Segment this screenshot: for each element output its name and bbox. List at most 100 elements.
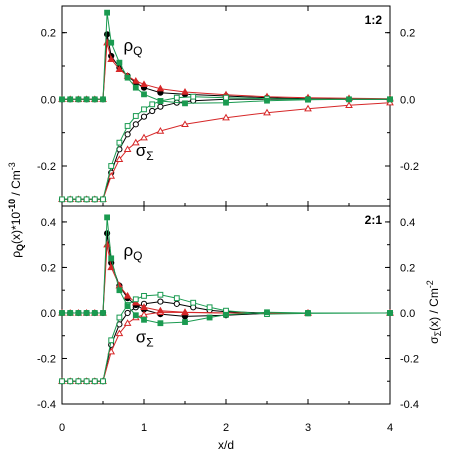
data-point bbox=[132, 296, 139, 303]
data-point bbox=[206, 314, 213, 321]
data-point bbox=[116, 139, 123, 146]
data-point bbox=[149, 101, 156, 108]
data-point bbox=[157, 103, 164, 110]
data-point bbox=[149, 107, 156, 115]
data-point bbox=[141, 106, 147, 113]
data-point bbox=[123, 145, 132, 153]
data-point bbox=[75, 310, 82, 316]
y2-axis-title-tail-sup: -2 bbox=[425, 280, 435, 288]
data-point bbox=[100, 196, 106, 203]
annotation: ρQ bbox=[124, 36, 143, 58]
data-point bbox=[107, 171, 116, 179]
data-point bbox=[115, 155, 124, 163]
data-point bbox=[173, 94, 180, 101]
data-point bbox=[181, 308, 189, 315]
data-point bbox=[157, 298, 164, 305]
annotation-sub: Σ bbox=[146, 336, 153, 350]
data-point bbox=[181, 87, 189, 95]
data-point bbox=[104, 9, 110, 16]
x-tick-label: 4 bbox=[387, 422, 393, 434]
y-tick-label: 0.2 bbox=[41, 262, 56, 274]
data-point bbox=[67, 378, 74, 385]
data-point bbox=[83, 96, 90, 103]
data-point bbox=[123, 291, 132, 299]
data-point bbox=[131, 76, 140, 84]
y2-tick-label: 0.4 bbox=[400, 217, 415, 229]
data-point bbox=[132, 121, 139, 128]
data-point bbox=[140, 80, 148, 88]
data-point bbox=[116, 314, 123, 321]
data-point bbox=[263, 108, 271, 116]
series-line bbox=[62, 96, 390, 200]
data-point bbox=[75, 96, 82, 103]
panel-label: 2:1 bbox=[365, 213, 383, 227]
x-axis-title: x/d bbox=[218, 438, 234, 452]
data-point bbox=[264, 309, 270, 316]
y-tick-label: 0.2 bbox=[41, 28, 56, 40]
data-point bbox=[140, 303, 148, 310]
data-point bbox=[116, 287, 123, 294]
y-axis-title-sup: -10 bbox=[7, 199, 17, 212]
data-point bbox=[67, 196, 74, 203]
data-point bbox=[305, 310, 311, 316]
data-point bbox=[305, 96, 311, 103]
data-point bbox=[173, 300, 180, 307]
data-point bbox=[91, 96, 98, 103]
series-line bbox=[62, 217, 390, 324]
data-point bbox=[131, 138, 140, 146]
data-point bbox=[132, 84, 139, 91]
data-point bbox=[124, 131, 131, 138]
data-point bbox=[140, 133, 148, 141]
data-point bbox=[59, 378, 65, 385]
data-point bbox=[104, 214, 110, 221]
y-tick-label: -0.4 bbox=[37, 399, 56, 411]
data-point bbox=[115, 329, 124, 337]
annotation-main: ρ bbox=[124, 241, 134, 260]
data-point bbox=[67, 310, 74, 316]
y-axis-title-main: ρ bbox=[9, 251, 23, 258]
data-point bbox=[264, 97, 270, 104]
data-point bbox=[131, 298, 140, 306]
panel-bottom: 2:1 -0.4 -0.2 0.0 0.2 0.4 -0.4 -0.2 0.0 0.2 0.4 0 1 2… bbox=[37, 205, 419, 434]
data-point bbox=[83, 378, 90, 385]
y-axis-title-sub: Q bbox=[15, 244, 25, 251]
panel-label: 1:2 bbox=[365, 13, 383, 27]
data-point bbox=[157, 98, 164, 104]
data-point bbox=[346, 96, 352, 103]
y2-tick-label: 0.2 bbox=[400, 262, 415, 274]
data-point bbox=[223, 99, 229, 106]
data-point bbox=[91, 310, 98, 316]
data-point bbox=[304, 104, 312, 112]
x-tick-label: 3 bbox=[305, 422, 311, 434]
y-tick-label: 0.4 bbox=[41, 217, 56, 229]
y2-tick-label: -0.2 bbox=[400, 161, 419, 173]
data-point bbox=[141, 292, 147, 299]
y2-tick-label: -0.2 bbox=[400, 353, 419, 365]
data-point bbox=[107, 263, 116, 271]
data-point bbox=[107, 55, 116, 63]
y2-tick-label: -0.4 bbox=[400, 399, 419, 411]
data-point bbox=[100, 310, 106, 316]
data-point bbox=[83, 310, 90, 316]
data-point bbox=[132, 113, 139, 119]
data-point bbox=[386, 98, 394, 106]
x-tick-label: 1 bbox=[141, 422, 147, 434]
data-point bbox=[190, 93, 197, 100]
annotation-sub: Q bbox=[133, 44, 142, 58]
data-point bbox=[141, 91, 147, 98]
data-point bbox=[132, 312, 139, 319]
y2-tick-label: 0.0 bbox=[400, 94, 415, 106]
y-tick-label: -0.2 bbox=[37, 161, 56, 173]
data-point bbox=[124, 309, 131, 317]
data-point bbox=[124, 123, 131, 129]
y-tick-label: 0.0 bbox=[41, 94, 56, 106]
data-point bbox=[108, 163, 115, 169]
data-point bbox=[173, 295, 180, 302]
data-point bbox=[156, 126, 165, 134]
y2-axis-title-main: σ bbox=[427, 336, 441, 344]
data-point bbox=[222, 113, 230, 121]
data-point bbox=[115, 65, 124, 73]
y2-axis-title-tail: (x) / Cm bbox=[427, 288, 441, 331]
y2-tick-label: 0.0 bbox=[400, 308, 415, 320]
